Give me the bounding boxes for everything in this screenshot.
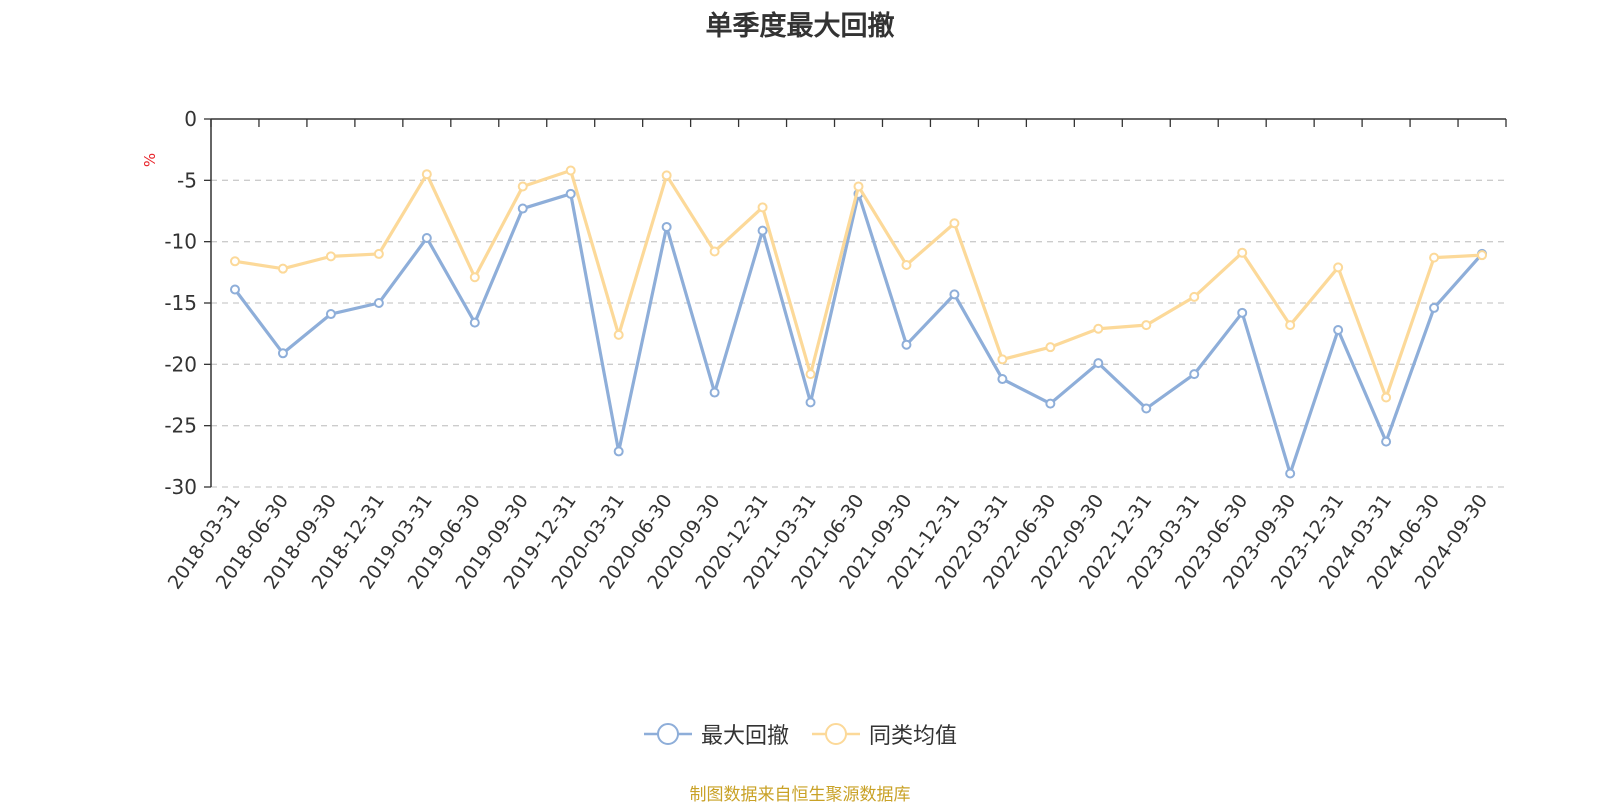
- series-2: [229, 165, 1488, 403]
- y-tick-label: -10: [164, 230, 197, 254]
- data-point: [277, 263, 288, 274]
- data-point: [1333, 324, 1344, 335]
- chart-title: 单季度最大回撤: [705, 11, 895, 42]
- data-point: [901, 259, 912, 270]
- data-point: [421, 232, 432, 243]
- data-point: [517, 203, 528, 214]
- y-tick-label: -20: [164, 352, 197, 376]
- data-point: [709, 246, 720, 257]
- data-source-note: 制图数据来自恒生聚源数据库: [689, 785, 911, 805]
- series-line: [233, 192, 1484, 476]
- series-1: [229, 188, 1488, 479]
- data-point: [1429, 252, 1440, 263]
- grid-lines: [211, 179, 1506, 488]
- legend-marker-icon: [812, 723, 860, 745]
- data-point: [1429, 302, 1440, 313]
- data-point: [1381, 392, 1392, 403]
- y-tick-label: -25: [164, 414, 197, 438]
- data-point: [421, 169, 432, 180]
- data-point: [997, 374, 1008, 385]
- data-point: [517, 181, 528, 192]
- data-point: [565, 165, 576, 176]
- legend-label: 同类均值: [869, 724, 958, 749]
- data-point: [277, 348, 288, 359]
- data-point: [325, 309, 336, 320]
- data-point: [1093, 323, 1104, 334]
- data-point: [949, 289, 960, 300]
- data-point: [469, 272, 480, 283]
- data-point: [661, 221, 672, 232]
- y-tick-label: -30: [164, 475, 197, 499]
- legend-item[interactable]: 同类均值: [811, 718, 957, 750]
- data-point: [805, 369, 816, 380]
- data-point: [1237, 307, 1248, 318]
- legend-circle: [825, 723, 847, 745]
- legend-marker-icon: [643, 723, 692, 745]
- legend-label: 最大回撤: [700, 724, 789, 749]
- data-point: [949, 218, 960, 229]
- data-point: [1333, 262, 1344, 273]
- data-point: [469, 317, 480, 328]
- data-point: [1141, 320, 1152, 331]
- data-point: [1285, 320, 1296, 331]
- data-point: [565, 188, 576, 199]
- series-line: [234, 168, 1483, 400]
- data-point: [709, 387, 720, 398]
- y-tick-label: 0: [184, 107, 197, 131]
- data-point: [1477, 250, 1488, 261]
- data-point: [757, 202, 768, 213]
- data-point: [1141, 403, 1152, 414]
- data-point: [1237, 247, 1248, 258]
- data-point: [1045, 398, 1056, 409]
- data-point: [661, 170, 672, 181]
- data-point: [901, 339, 912, 350]
- data-point: [373, 248, 384, 259]
- legend: 最大回撤 同类均值: [0, 718, 1600, 750]
- y-tick-label: -5: [177, 168, 197, 192]
- data-point: [613, 329, 624, 340]
- y-axis-unit: %: [141, 153, 159, 167]
- data-point: [1189, 369, 1200, 380]
- data-point: [325, 251, 336, 262]
- data-point: [229, 256, 240, 267]
- series-group: [229, 165, 1488, 479]
- data-point: [373, 298, 384, 308]
- data-point: [1093, 358, 1104, 369]
- data-point: [613, 446, 624, 457]
- data-point: [997, 354, 1008, 365]
- legend-circle: [656, 723, 679, 745]
- data-point: [805, 397, 816, 408]
- data-point: [1189, 291, 1200, 302]
- data-point: [1381, 436, 1392, 447]
- data-point: [1045, 342, 1056, 353]
- data-point: [229, 284, 240, 295]
- y-tick-label: -15: [164, 291, 197, 315]
- legend-item[interactable]: 最大回撤: [643, 718, 789, 750]
- data-point: [853, 181, 864, 192]
- data-point: [1285, 468, 1296, 479]
- data-point: [757, 225, 768, 236]
